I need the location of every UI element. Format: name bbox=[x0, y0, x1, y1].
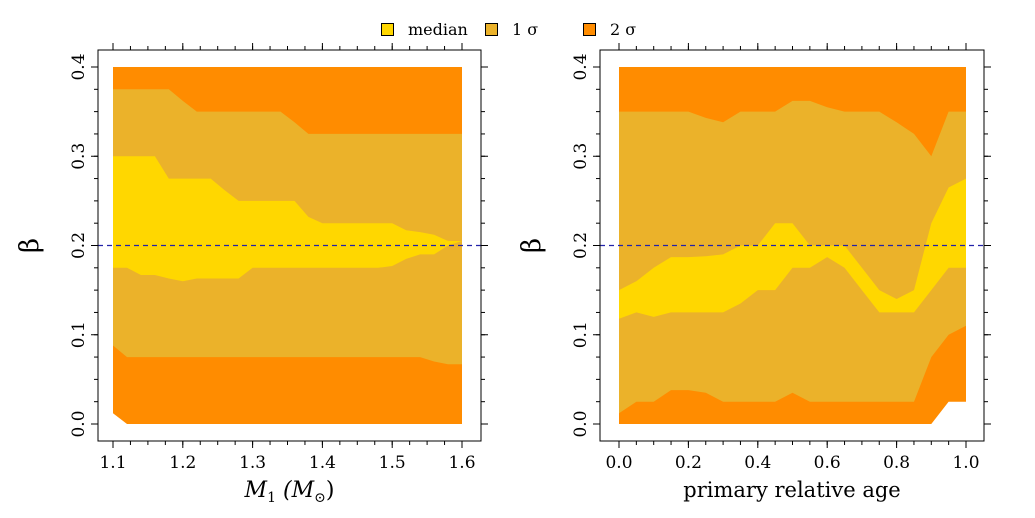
y-tick-label: 0.0 bbox=[571, 410, 591, 437]
x-tick-label: 1.5 bbox=[379, 453, 406, 473]
y-tick-label: 0.3 bbox=[571, 143, 591, 170]
legend-item-2sigma: 2 σ bbox=[583, 18, 636, 40]
x-axis-label-part: ⊙ bbox=[314, 490, 326, 506]
legend-swatch-1sigma bbox=[485, 22, 498, 36]
x-tick-label: 0.8 bbox=[883, 453, 910, 473]
y-tick-label: 0.1 bbox=[571, 321, 591, 348]
y-tick-label: 0.1 bbox=[69, 321, 89, 348]
band-median-panel1 bbox=[619, 178, 966, 319]
y-tick-label: 0.2 bbox=[571, 232, 591, 259]
y-tick-label: 0.2 bbox=[69, 232, 89, 259]
x-tick-label: 0.4 bbox=[744, 453, 771, 473]
y-tick-label: 0.4 bbox=[69, 53, 89, 80]
x-axis-label: M1 (M⊙) bbox=[244, 478, 335, 506]
y-axis-label: β bbox=[15, 238, 45, 253]
chart-panel-mass: 1.1 1.2 1.3 1.4 1.5 1.6 0.0 0.1 0.2 0.3 0.4 β M1 (M⊙… bbox=[15, 43, 488, 506]
y-tick-label: 0.3 bbox=[69, 143, 89, 170]
x-tick-label: 1.0 bbox=[952, 453, 979, 473]
x-axis-label-part: ) bbox=[326, 478, 335, 503]
legend-label-median: median bbox=[408, 19, 468, 39]
x-tick-label: 1.3 bbox=[239, 453, 266, 473]
x-tick-label: 1.2 bbox=[169, 453, 196, 473]
x-axis-label-part: 1 bbox=[267, 490, 276, 506]
legend-swatch-median bbox=[381, 22, 394, 36]
legend-label-2sigma: 2 σ bbox=[610, 19, 637, 39]
x-tick-label: 1.4 bbox=[309, 453, 336, 473]
legend-swatch-2sigma bbox=[583, 22, 596, 36]
x-tick-label: 0.2 bbox=[675, 453, 702, 473]
x-axis-label-part: (M bbox=[276, 478, 315, 503]
y-tick-label: 0.0 bbox=[69, 410, 89, 437]
legend-item-median: median bbox=[381, 18, 468, 40]
chart-panel-age: 0.0 0.2 0.4 0.6 0.8 1.0 0.0 0.1 0.2 0.3 0.4 β primar… bbox=[517, 43, 991, 502]
x-tick-label: 0.6 bbox=[814, 453, 841, 473]
band-median-panel0 bbox=[113, 156, 462, 282]
y-tick-label: 0.4 bbox=[571, 53, 591, 80]
legend-label-1sigma: 1 σ bbox=[512, 19, 539, 39]
legend-item-1sigma: 1 σ bbox=[485, 18, 538, 40]
x-tick-label: 1.6 bbox=[448, 453, 475, 473]
x-axis-label-part: M bbox=[244, 478, 268, 503]
y-axis-label: β bbox=[517, 238, 547, 253]
x-tick-label: 0.0 bbox=[605, 453, 632, 473]
x-tick-label: 1.1 bbox=[99, 453, 126, 473]
x-axis-label: primary relative age bbox=[683, 478, 900, 502]
legend: median 1 σ 2 σ bbox=[0, 18, 1035, 40]
